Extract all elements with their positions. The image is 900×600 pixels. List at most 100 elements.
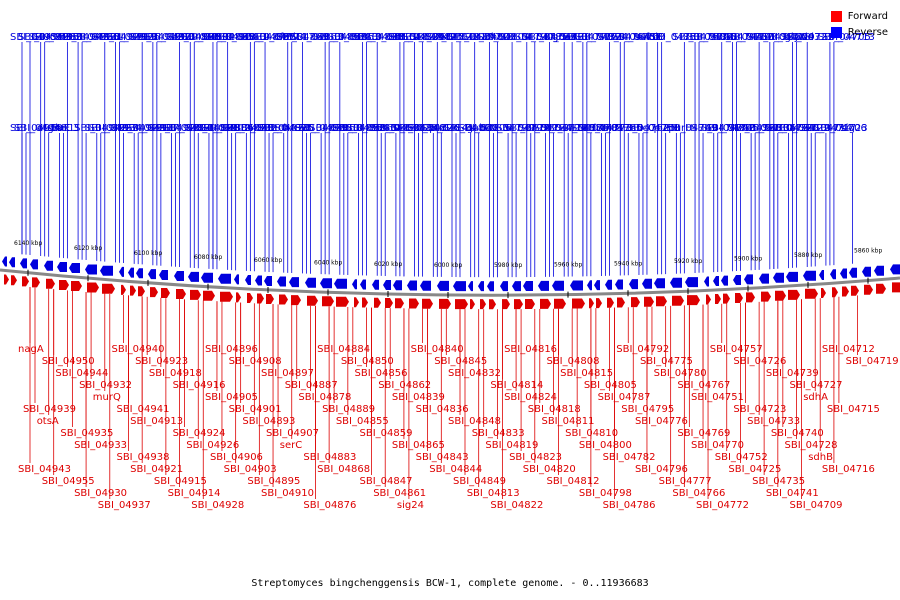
forward-gene-label[interactable]: SBI_04914	[168, 488, 221, 499]
forward-gene-label[interactable]: SBI_04905	[205, 392, 258, 403]
forward-gene-arrow[interactable]	[266, 293, 274, 304]
reverse-gene-label[interactable]: SBI_04959	[10, 123, 63, 134]
reverse-gene-label[interactable]: SBI_04854	[336, 123, 389, 134]
forward-gene-label[interactable]: SBI_04861	[373, 488, 426, 499]
reverse-gene-label[interactable]: SBI_04785	[515, 32, 568, 43]
reverse-gene-arrow[interactable]	[9, 257, 15, 268]
forward-gene-label[interactable]: SBI_04719	[846, 356, 899, 367]
reverse-gene-label[interactable]: SBI_04748	[687, 32, 740, 43]
reverse-gene-arrow[interactable]	[704, 276, 709, 287]
reverse-gene-label[interactable]: SBI_04828	[384, 123, 437, 134]
forward-gene-label[interactable]: SBI_04757	[710, 344, 763, 355]
reverse-gene-arrow[interactable]	[44, 260, 53, 271]
forward-gene-arrow[interactable]	[176, 288, 186, 299]
reverse-gene-label[interactable]: SBI_04738	[728, 123, 781, 134]
forward-gene-arrow[interactable]	[514, 299, 523, 310]
forward-gene-label[interactable]: SBI_04926	[186, 440, 239, 451]
forward-gene-arrow[interactable]	[291, 295, 301, 306]
forward-gene-label[interactable]: SBI_04901	[229, 404, 282, 415]
forward-gene-label[interactable]: SBI_04921	[130, 464, 183, 475]
forward-gene-label[interactable]: SBI_04893	[242, 416, 295, 427]
reverse-gene-arrow[interactable]	[188, 271, 199, 282]
forward-gene-arrow[interactable]	[409, 298, 419, 309]
forward-gene-label[interactable]: SBI_04932	[79, 380, 132, 391]
reverse-gene-label[interactable]: SBI_04858	[309, 123, 362, 134]
reverse-gene-label[interactable]: SBI_04788	[541, 123, 594, 134]
reverse-gene-arrow[interactable]	[136, 268, 143, 279]
reverse-gene-arrow[interactable]	[587, 280, 592, 291]
reverse-gene-arrow[interactable]	[320, 278, 332, 289]
reverse-gene-label[interactable]: SBI_04764	[598, 32, 651, 43]
forward-gene-label[interactable]: SBI_04847	[360, 476, 413, 487]
forward-gene-label[interactable]: SBI_04848	[448, 416, 501, 427]
reverse-gene-arrow[interactable]	[733, 275, 741, 286]
reverse-gene-label[interactable]: icmB	[594, 123, 619, 134]
forward-gene-arrow[interactable]	[354, 297, 359, 308]
reverse-gene-label[interactable]: SBI_04947	[55, 32, 108, 43]
reverse-gene-arrow[interactable]	[759, 273, 769, 284]
reverse-gene-label[interactable]: SBI_04953	[18, 32, 71, 43]
forward-gene-arrow[interactable]	[761, 291, 771, 302]
reverse-gene-label[interactable]: SBI_04731	[747, 32, 800, 43]
forward-gene-label[interactable]: SBI_04800	[579, 440, 632, 451]
forward-gene-label[interactable]: SBI_04910	[261, 488, 314, 499]
reverse-gene-label[interactable]: SBI_04717	[803, 123, 856, 134]
forward-gene-arrow[interactable]	[59, 279, 69, 290]
reverse-gene-label[interactable]: SBI_04729	[762, 32, 815, 43]
forward-gene-arrow[interactable]	[374, 297, 381, 308]
forward-gene-arrow[interactable]	[723, 293, 730, 304]
forward-gene-label[interactable]: SBI_04770	[691, 440, 744, 451]
reverse-gene-label[interactable]: SBI_04761	[608, 32, 661, 43]
reverse-gene-label[interactable]: SBI_04842	[403, 32, 456, 43]
forward-gene-label[interactable]: SBI_04845	[434, 356, 487, 367]
forward-gene-arrow[interactable]	[672, 295, 684, 306]
forward-gene-arrow[interactable]	[876, 283, 886, 294]
forward-gene-arrow[interactable]	[821, 287, 826, 298]
reverse-gene-label[interactable]: glyA	[785, 32, 807, 43]
forward-gene-label[interactable]: SBI_04843	[416, 452, 469, 463]
forward-gene-label[interactable]: SBI_04908	[229, 356, 282, 367]
forward-gene-label[interactable]: SBI_04859	[360, 428, 413, 439]
reverse-gene-arrow[interactable]	[570, 280, 583, 291]
reverse-gene-arrow[interactable]	[874, 265, 884, 276]
forward-gene-label[interactable]: SBI_04782	[603, 452, 656, 463]
reverse-gene-arrow[interactable]	[654, 278, 665, 289]
forward-gene-arrow[interactable]	[439, 298, 451, 309]
forward-gene-arrow[interactable]	[22, 276, 29, 287]
forward-gene-label[interactable]: SBI_04733	[747, 416, 800, 427]
forward-gene-arrow[interactable]	[596, 298, 602, 309]
forward-gene-arrow[interactable]	[656, 296, 667, 307]
forward-gene-label[interactable]: SBI_04727	[790, 380, 843, 391]
reverse-gene-label[interactable]: SBI_04892	[182, 32, 235, 43]
reverse-gene-label[interactable]: SBI_04886	[201, 123, 254, 134]
reverse-gene-label[interactable]: SBI_04730	[739, 123, 792, 134]
forward-gene-arrow[interactable]	[631, 297, 640, 308]
reverse-gene-arrow[interactable]	[512, 281, 521, 292]
reverse-gene-label[interactable]: SBI_04779	[556, 123, 609, 134]
forward-gene-label[interactable]: SBI_04741	[766, 488, 819, 499]
reverse-gene-arrow[interactable]	[383, 280, 391, 291]
reverse-gene-label[interactable]: SBI_04948	[14, 123, 67, 134]
reverse-gene-label[interactable]: SBI_04737	[720, 32, 773, 43]
reverse-gene-arrow[interactable]	[360, 279, 366, 290]
forward-gene-label[interactable]: SBI_04933	[74, 440, 127, 451]
forward-gene-label[interactable]: SBI_04777	[659, 476, 712, 487]
forward-gene-label[interactable]: SBI_04896	[205, 344, 258, 355]
reverse-gene-arrow[interactable]	[407, 280, 417, 291]
forward-gene-label[interactable]: SBI_04815	[560, 368, 613, 379]
reverse-gene-arrow[interactable]	[264, 275, 272, 286]
forward-gene-label[interactable]: SBI_04735	[752, 476, 805, 487]
forward-gene-label[interactable]: SBI_04913	[130, 416, 183, 427]
forward-gene-label[interactable]: SBI_04906	[210, 452, 263, 463]
reverse-gene-label[interactable]: SBI_04829	[392, 32, 445, 43]
forward-gene-label[interactable]: SBI_04935	[60, 428, 113, 439]
reverse-gene-label[interactable]: SBI_04936	[66, 32, 119, 43]
reverse-gene-arrow[interactable]	[119, 266, 124, 277]
reverse-gene-arrow[interactable]	[420, 280, 431, 291]
reverse-gene-arrow[interactable]	[500, 281, 508, 292]
forward-gene-label[interactable]: SBI_04940	[111, 344, 164, 355]
reverse-gene-arrow[interactable]	[148, 269, 156, 280]
forward-gene-arrow[interactable]	[775, 290, 786, 301]
reverse-gene-arrow[interactable]	[393, 280, 402, 291]
reverse-gene-label[interactable]: SBI_04804	[477, 32, 530, 43]
